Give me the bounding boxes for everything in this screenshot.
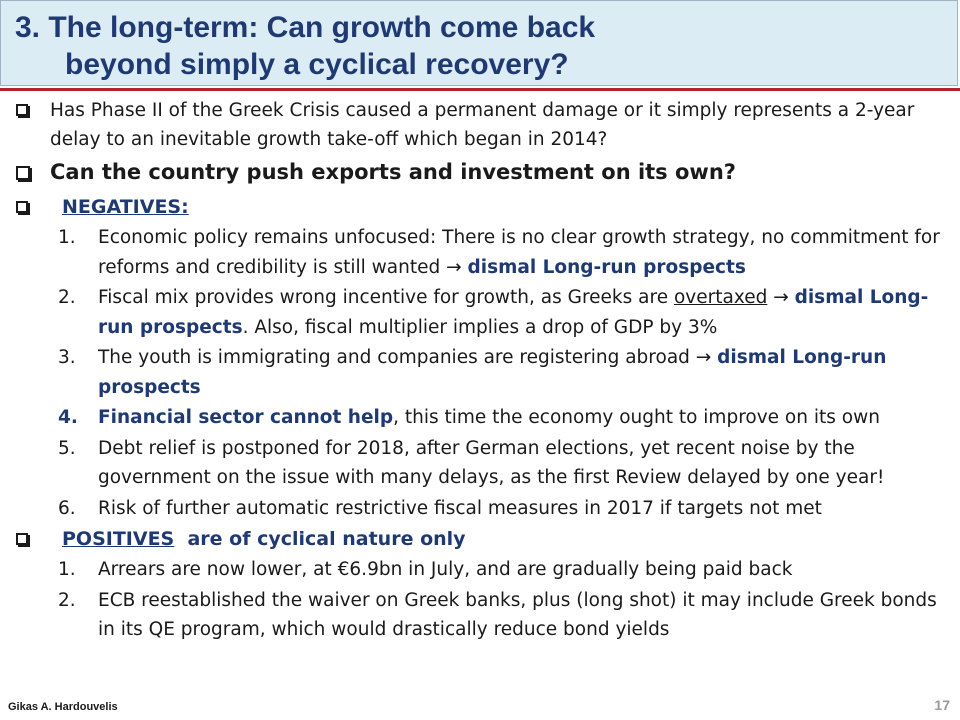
item-emphasis: Financial sector cannot help — [98, 407, 394, 428]
item-underlined: overtaxed — [673, 287, 768, 308]
slide-title: 3. The long-term: Can growth come back b… — [15, 9, 595, 83]
item-text: Economic policy remains unfocused: There… — [98, 227, 940, 278]
negative-item-6: 6. Risk of further automatic restrictive… — [12, 494, 952, 524]
title-line-1: 3. The long-term: Can growth come back — [15, 11, 596, 44]
negative-item-2: 2. Fiscal mix provides wrong incentive f… — [12, 283, 952, 342]
positives-list: 1. Arrears are now lower, at €6.9bn in J… — [12, 555, 952, 645]
checkbox-bullet-icon — [16, 201, 28, 213]
item-emphasis: dismal Long-run prospects — [98, 287, 929, 338]
title-line-2: beyond simply a cyclical recovery? — [65, 48, 569, 81]
item-text: Arrears are now lower, at €6.9bn in July… — [98, 559, 793, 580]
item-number: 2. — [58, 589, 76, 611]
checkbox-bullet-icon — [16, 166, 30, 180]
item-text-after: . Also, fiscal multiplier implies a drop… — [242, 316, 718, 338]
question-1-text: Has Phase II of the Greek Crisis caused … — [50, 100, 915, 150]
negatives-list: 1. Economic policy remains unfocused: Th… — [12, 223, 952, 523]
positive-item-1: 1. Arrears are now lower, at €6.9bn in J… — [12, 555, 952, 585]
negatives-heading-text: NEGATIVES: — [62, 196, 189, 218]
question-1: Has Phase II of the Greek Crisis caused … — [12, 96, 952, 154]
positive-item-2: 2. ECB reestablished the waiver on Greek… — [12, 586, 952, 645]
item-number: 3. — [58, 347, 76, 368]
question-2-text: Can the country push exports and investm… — [50, 160, 736, 184]
positives-heading-text: POSITIVES — [62, 528, 175, 550]
negatives-heading: NEGATIVES: — [12, 192, 952, 222]
item-number: 5. — [58, 437, 76, 459]
negative-item-3: 3. The youth is immigrating and companie… — [12, 343, 952, 402]
item-text: ECB reestablished the waiver on Greek ba… — [98, 589, 937, 641]
item-emphasis: dismal Long-run prospects — [467, 256, 746, 278]
slide-body: Has Phase II of the Greek Crisis caused … — [12, 96, 952, 646]
item-text: Fiscal mix provides wrong incentive for … — [98, 287, 674, 308]
item-text-after: , this time the economy ought to improve… — [393, 407, 880, 428]
negative-item-1: 1. Economic policy remains unfocused: Th… — [12, 223, 952, 282]
item-arrow: → — [767, 287, 795, 308]
item-number: 1. — [58, 227, 76, 248]
page-number: 17 — [934, 697, 950, 713]
item-emphasis: dismal Long-run prospects — [98, 347, 887, 398]
question-2: Can the country push exports and investm… — [12, 156, 952, 188]
title-divider — [0, 88, 960, 91]
item-number: 4. — [58, 407, 78, 428]
item-text: The youth is immigrating and companies a… — [98, 347, 718, 368]
item-number: 2. — [58, 287, 76, 308]
positives-heading: POSITIVES are of cyclical nature only — [12, 524, 952, 554]
checkbox-bullet-icon — [16, 533, 28, 545]
item-number: 6. — [58, 497, 76, 519]
item-text: Risk of further automatic restrictive fi… — [98, 497, 822, 519]
author-name: Gikas A. Hardouvelis — [8, 701, 118, 713]
negative-item-5: 5. Debt relief is postponed for 2018, af… — [12, 434, 952, 493]
item-number: 1. — [58, 559, 76, 580]
negative-item-4: 4. Financial sector cannot help, this ti… — [12, 403, 952, 433]
positives-heading-rest: are of cyclical nature only — [174, 528, 466, 550]
item-text: Debt relief is postponed for 2018, after… — [98, 437, 885, 489]
title-banner: 3. The long-term: Can growth come back b… — [0, 0, 958, 86]
checkbox-bullet-icon — [16, 104, 28, 116]
